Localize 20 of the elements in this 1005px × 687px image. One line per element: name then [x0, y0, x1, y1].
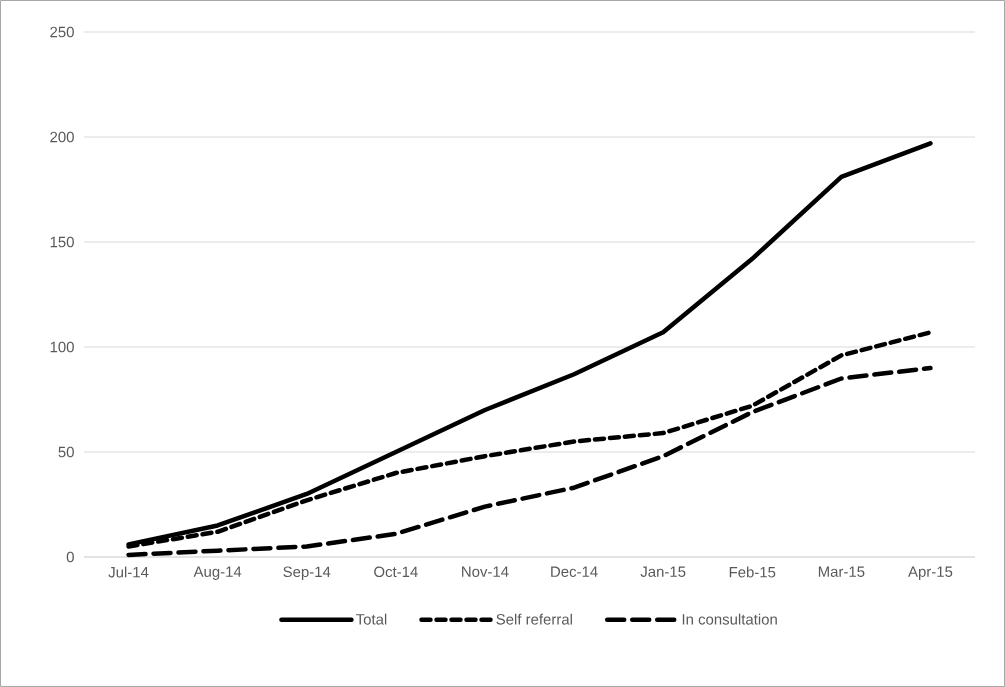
x-tick-label: Nov-14	[462, 566, 509, 577]
legend-label: Self referral	[496, 613, 572, 625]
legend-label: In consultation	[682, 613, 777, 625]
line-series	[126, 365, 933, 558]
y-tick-label: 150	[50, 236, 74, 248]
y-tick-label: 200	[50, 131, 74, 143]
x-tick-label: Jul-14	[108, 566, 149, 578]
x-tick-label: Apr-15	[908, 566, 953, 580]
x-tick-label: Feb-15	[729, 566, 776, 578]
x-tick-label: Jan-15	[640, 566, 686, 577]
legend-label: Total	[356, 613, 387, 625]
x-tick-label: Oct-14	[374, 566, 418, 578]
x-tick-label: Aug-14	[193, 566, 242, 580]
x-tick-label: Dec-14	[551, 566, 598, 577]
y-tick-label: 0	[66, 551, 74, 563]
x-tick-label: Mar-15	[818, 566, 865, 577]
y-tick-label: 50	[58, 446, 74, 458]
y-tick-label: 250	[50, 26, 74, 38]
x-tick-label: Sep-14	[283, 566, 331, 581]
y-tick-label: 100	[50, 341, 74, 353]
